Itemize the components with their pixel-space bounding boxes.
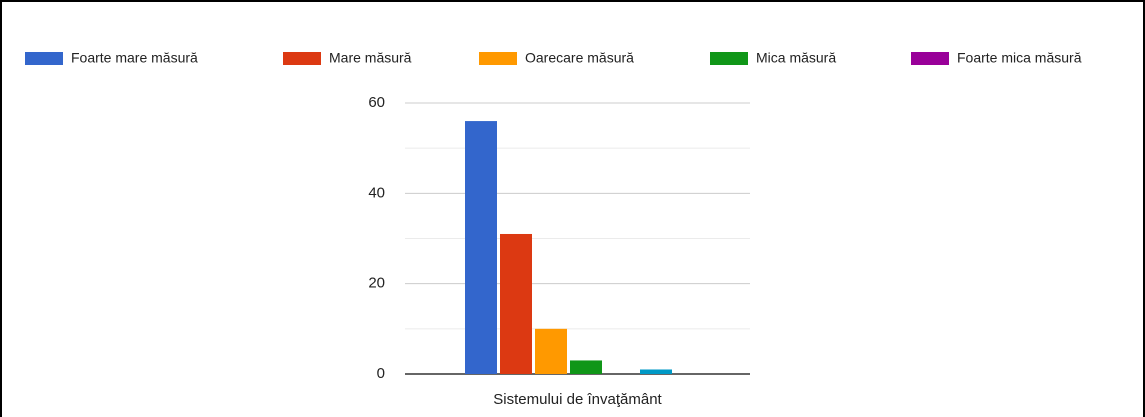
bar — [465, 121, 497, 374]
y-tick-label: 60 — [368, 94, 385, 111]
y-tick-label: 0 — [377, 365, 385, 382]
legend-label: Mare măsură — [329, 50, 412, 66]
bar — [500, 233, 532, 374]
bar — [570, 360, 602, 374]
x-tick-label: Sistemului de învaţământ — [493, 391, 662, 408]
legend-swatch — [25, 52, 63, 65]
y-tick-label: 40 — [368, 184, 385, 201]
legend-swatch — [283, 52, 321, 65]
y-tick-label: 20 — [368, 275, 385, 292]
legend-label: Oarecare măsură — [525, 50, 634, 66]
bar — [640, 369, 672, 374]
legend-label: Foarte mare măsură — [71, 50, 198, 66]
legend-swatch — [911, 52, 949, 65]
legend-label: Mica măsură — [756, 50, 836, 66]
legend-swatch — [479, 52, 517, 65]
legend-label: Foarte mica măsură — [957, 50, 1082, 66]
bar — [535, 328, 567, 374]
legend-swatch — [710, 52, 748, 65]
